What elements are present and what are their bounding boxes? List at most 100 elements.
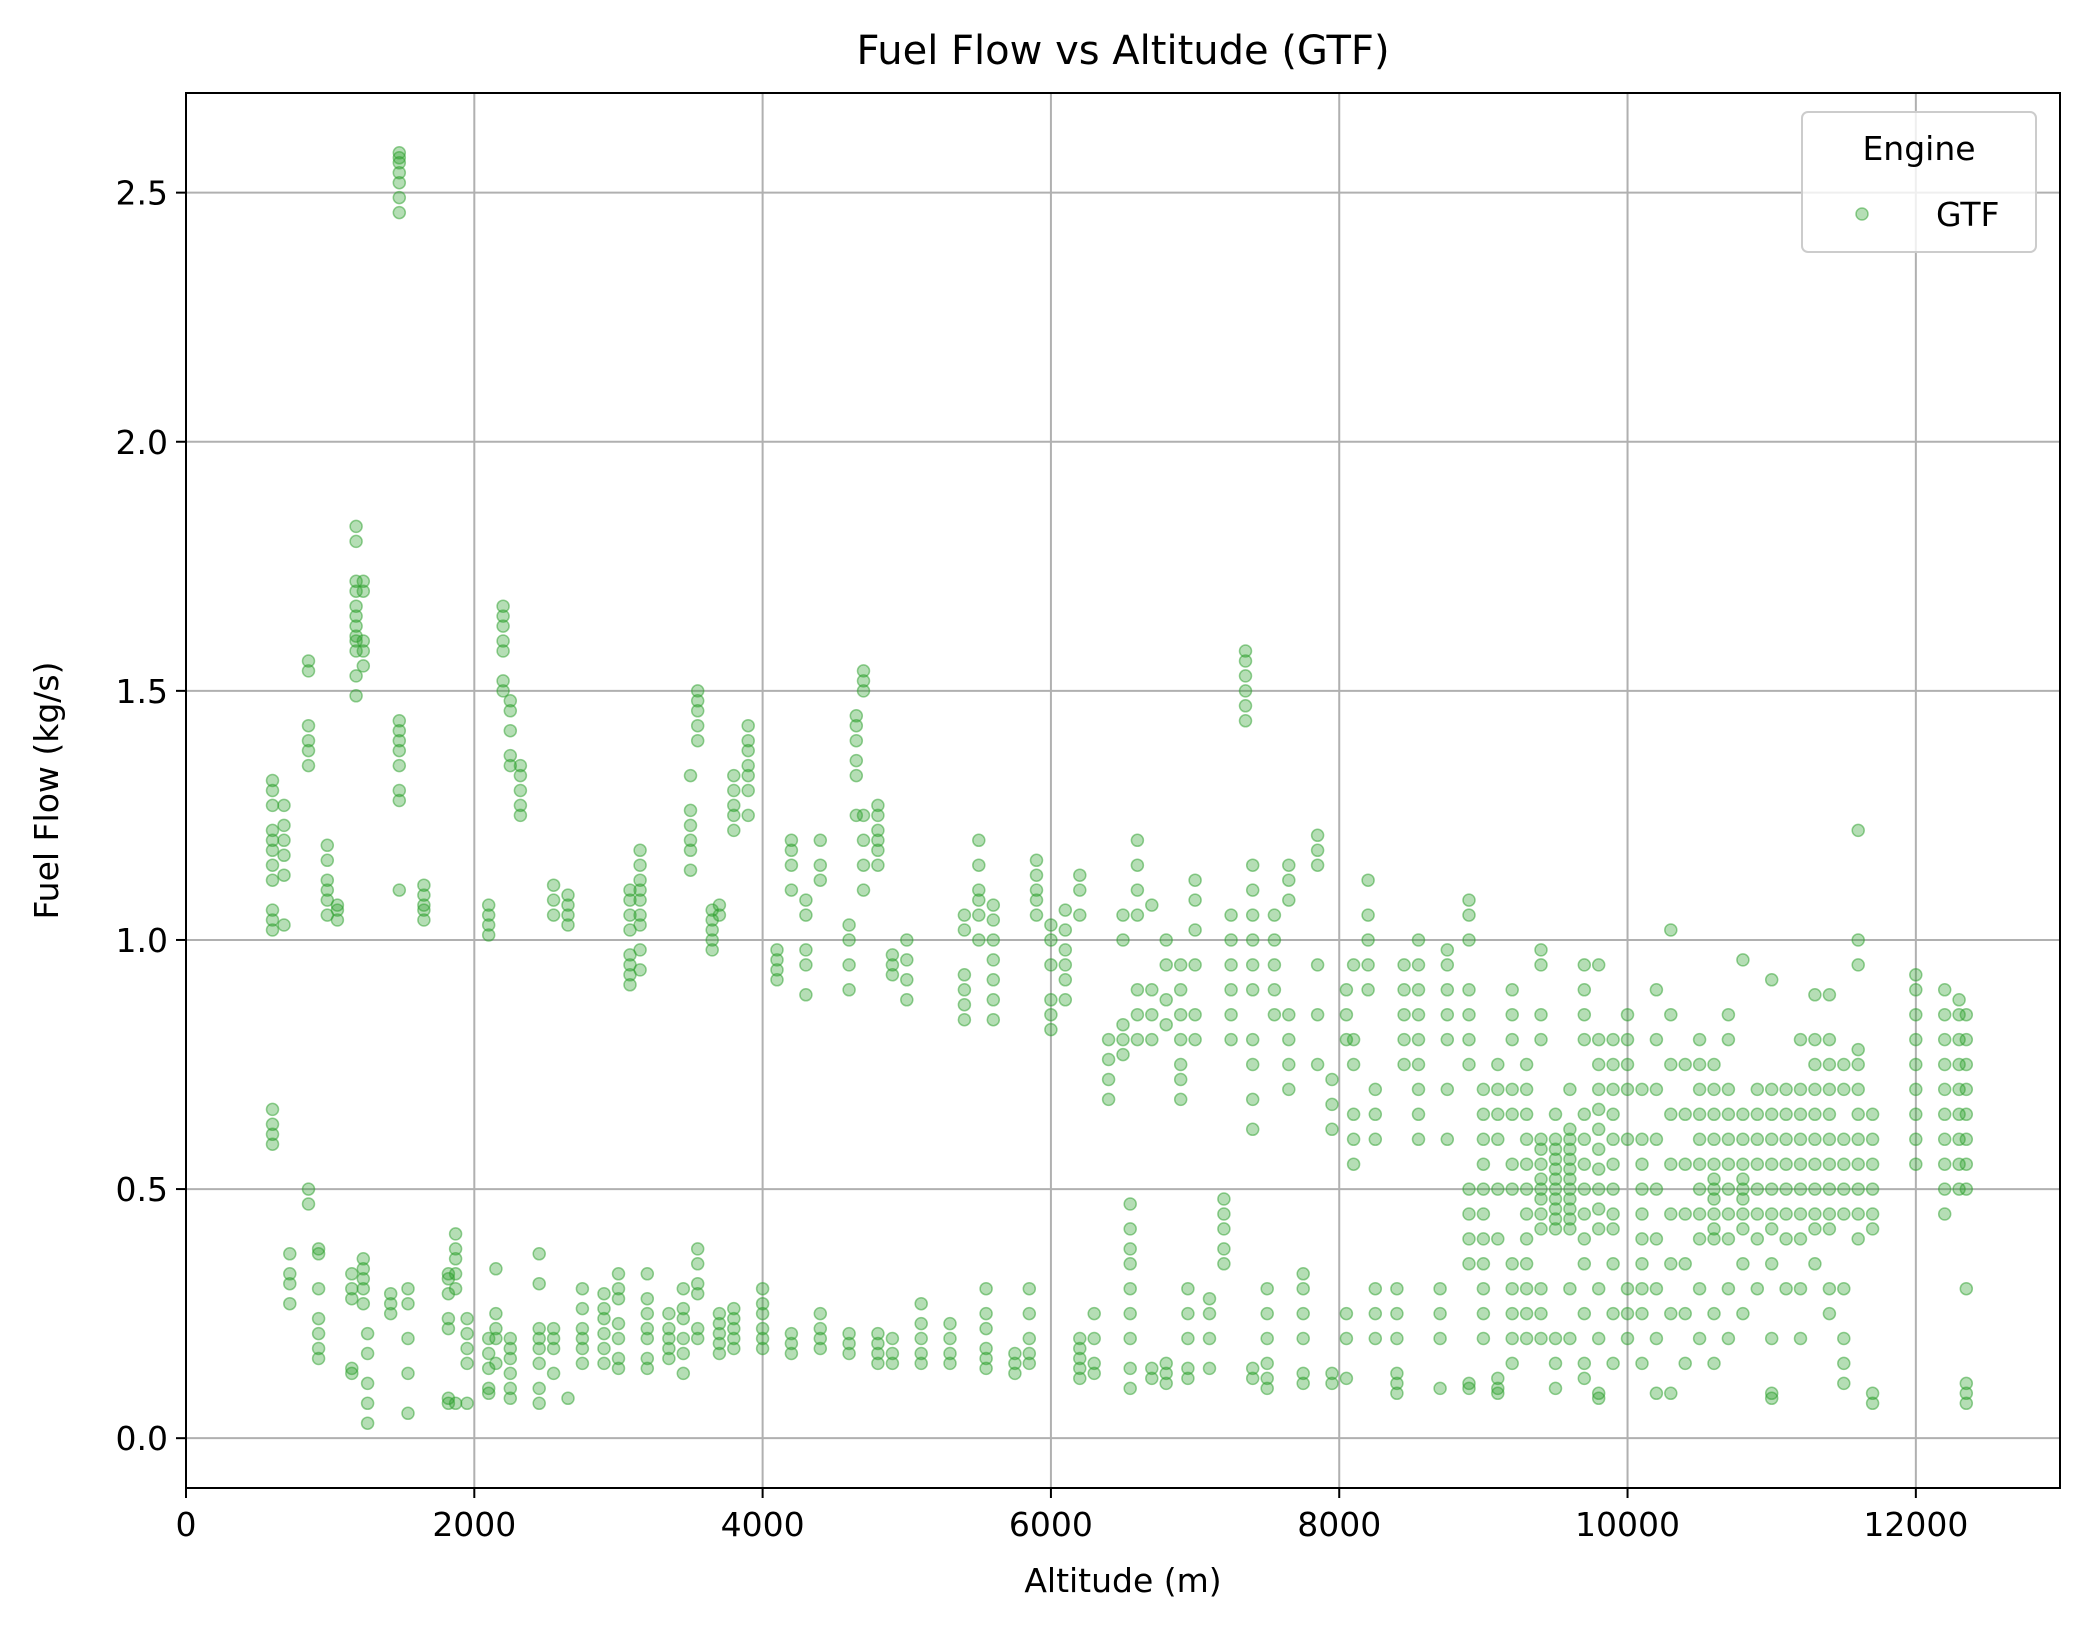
data-point <box>986 953 1001 967</box>
data-point <box>1591 1391 1606 1406</box>
data-point <box>1591 1057 1606 1072</box>
data-point <box>349 584 363 598</box>
data-point <box>1282 873 1296 887</box>
data-point <box>784 1336 799 1351</box>
data-point <box>356 644 371 658</box>
data-point <box>690 1257 705 1271</box>
data-point <box>1750 1107 1765 1122</box>
data-point <box>1339 1306 1354 1321</box>
data-point <box>448 1267 463 1281</box>
data-point <box>1692 1107 1707 1122</box>
data-point <box>1217 1192 1231 1206</box>
data-point <box>1721 1281 1736 1296</box>
data-point <box>1952 1132 1966 1147</box>
data-point <box>349 519 363 534</box>
data-point <box>1491 1132 1505 1147</box>
data-point <box>1750 1232 1765 1246</box>
data-point <box>1462 933 1476 947</box>
data-point <box>496 644 510 658</box>
data-point <box>885 968 900 982</box>
data-point <box>1736 1132 1750 1147</box>
data-point <box>1707 1057 1721 1072</box>
data-point <box>503 704 518 718</box>
data-point <box>1707 1356 1721 1371</box>
data-point <box>383 1286 398 1301</box>
data-point <box>1620 1082 1635 1097</box>
data-point <box>1022 1346 1037 1361</box>
data-point <box>849 768 864 783</box>
data-point <box>330 913 345 927</box>
data-point <box>277 818 291 833</box>
data-point <box>1361 908 1375 922</box>
data-point <box>1390 1281 1404 1296</box>
data-point <box>1591 1281 1606 1296</box>
data-point <box>532 1396 546 1411</box>
y-tick-label: 0.0 <box>116 1419 168 1458</box>
x-tick-label: 4000 <box>721 1505 805 1544</box>
data-point <box>690 704 705 718</box>
data-point <box>1505 1331 1519 1346</box>
data-point <box>1664 1257 1678 1271</box>
data-point <box>1087 1356 1101 1371</box>
data-point <box>914 1316 928 1331</box>
data-point <box>885 1356 900 1371</box>
data-point <box>1022 1306 1037 1321</box>
data-point <box>1217 1207 1231 1221</box>
data-point <box>1851 1107 1865 1122</box>
data-point <box>640 1361 655 1376</box>
data-point <box>662 1341 676 1356</box>
data-point <box>1044 1022 1058 1037</box>
data-point <box>1029 908 1044 922</box>
data-point <box>1267 958 1282 972</box>
data-point <box>1267 1007 1282 1022</box>
data-point <box>1534 1207 1548 1221</box>
data-point <box>1577 1007 1592 1022</box>
data-point <box>979 1306 993 1321</box>
data-point <box>1793 1032 1808 1047</box>
data-point <box>503 758 518 773</box>
data-point <box>1707 1082 1721 1097</box>
data-point <box>1476 1182 1491 1196</box>
data-point <box>1130 1032 1145 1047</box>
data-point <box>441 1321 456 1336</box>
data-point <box>1361 958 1375 972</box>
data-point <box>1361 933 1375 947</box>
data-point <box>320 883 335 897</box>
data-point <box>1707 1207 1721 1221</box>
data-point <box>611 1331 626 1346</box>
data-point <box>683 843 698 858</box>
data-point <box>1505 1082 1519 1097</box>
data-point <box>311 1351 326 1366</box>
data-point <box>842 958 856 972</box>
data-point <box>1217 1222 1231 1236</box>
data-point <box>1476 1232 1491 1246</box>
legend-box <box>1801 111 2037 253</box>
data-point <box>957 1012 972 1027</box>
data-point <box>1238 699 1253 713</box>
data-point <box>611 1316 626 1331</box>
data-point <box>546 1321 561 1336</box>
data-point <box>1361 873 1375 887</box>
data-point <box>1764 1386 1779 1401</box>
data-point <box>1837 1356 1851 1371</box>
data-point <box>1959 1107 1974 1122</box>
data-point <box>448 1252 463 1266</box>
data-point <box>1591 1386 1606 1401</box>
data-point <box>1793 1157 1808 1171</box>
data-point <box>311 1281 326 1296</box>
data-point <box>1952 1082 1966 1097</box>
data-point <box>1548 1331 1563 1346</box>
data-point <box>640 1291 655 1306</box>
data-point <box>871 798 885 813</box>
data-point <box>392 793 407 808</box>
data-point <box>986 1012 1001 1027</box>
data-point <box>799 958 813 972</box>
data-point <box>1411 1032 1426 1047</box>
data-point <box>441 1272 456 1286</box>
data-point <box>1390 1366 1404 1381</box>
data-point <box>1779 1082 1793 1097</box>
data-point <box>1837 1082 1851 1097</box>
data-point <box>690 684 705 698</box>
data-point <box>1491 1107 1505 1122</box>
